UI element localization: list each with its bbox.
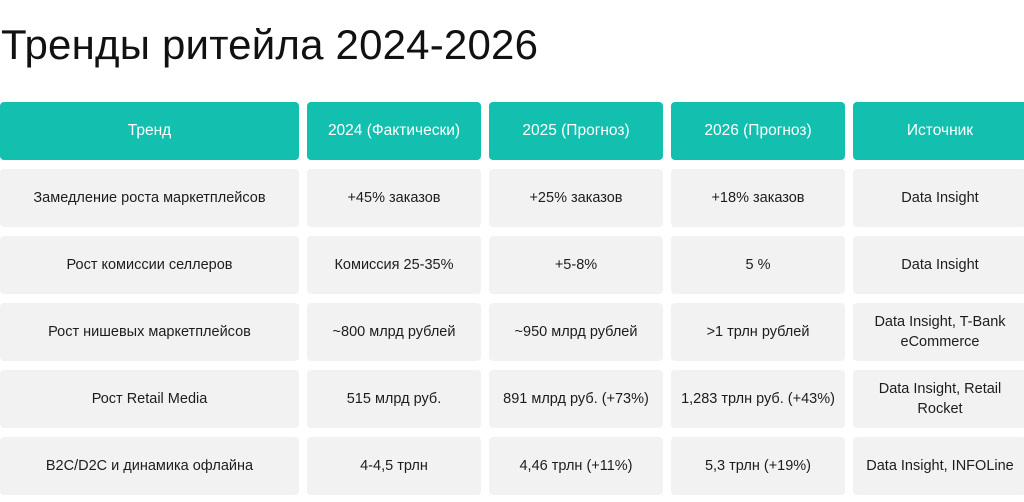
table-cell-source: Data Insight, T-Bank eCommerce <box>853 303 1024 361</box>
table-cell-trend: Замедление роста маркетплейсов <box>0 169 299 227</box>
table-cell-trend: B2C/D2C и динамика офлайна <box>0 437 299 495</box>
table-cell-source: Data Insight, INFOLine <box>853 437 1024 495</box>
table-cell-2026: >1 трлн рублей <box>671 303 845 361</box>
table-cell-2026: 1,283 трлн руб. (+43%) <box>671 370 845 428</box>
table-cell-2024: +45% заказов <box>307 169 481 227</box>
retail-trends-table: Тренд 2024 (Фактически) 2025 (Прогноз) 2… <box>0 102 1024 495</box>
table-cell-source: Data Insight <box>853 236 1024 294</box>
column-header-trend: Тренд <box>0 102 299 160</box>
table-cell-2025: 4,46 трлн (+11%) <box>489 437 663 495</box>
table-cell-source: Data Insight <box>853 169 1024 227</box>
table-cell-trend: Рост нишевых маркетплейсов <box>0 303 299 361</box>
table-cell-2024: 4-4,5 трлн <box>307 437 481 495</box>
table-cell-2025: +25% заказов <box>489 169 663 227</box>
table-cell-2026: +18% заказов <box>671 169 845 227</box>
column-header-2024: 2024 (Фактически) <box>307 102 481 160</box>
table-cell-trend: Рост Retail Media <box>0 370 299 428</box>
table-cell-2025: 891 млрд руб. (+73%) <box>489 370 663 428</box>
column-header-source: Источник <box>853 102 1024 160</box>
table-cell-2024: 515 млрд руб. <box>307 370 481 428</box>
table-cell-2024: ~800 млрд рублей <box>307 303 481 361</box>
column-header-2025: 2025 (Прогноз) <box>489 102 663 160</box>
table-cell-2026: 5 % <box>671 236 845 294</box>
table-cell-source: Data Insight, Retail Rocket <box>853 370 1024 428</box>
table-cell-2025: +5-8% <box>489 236 663 294</box>
table-cell-2024: Комиссия 25-35% <box>307 236 481 294</box>
column-header-2026: 2026 (Прогноз) <box>671 102 845 160</box>
table-cell-2026: 5,3 трлн (+19%) <box>671 437 845 495</box>
table-cell-2025: ~950 млрд рублей <box>489 303 663 361</box>
page-title: Тренды ритейла 2024-2026 <box>1 21 539 68</box>
table-cell-trend: Рост комиссии селлеров <box>0 236 299 294</box>
